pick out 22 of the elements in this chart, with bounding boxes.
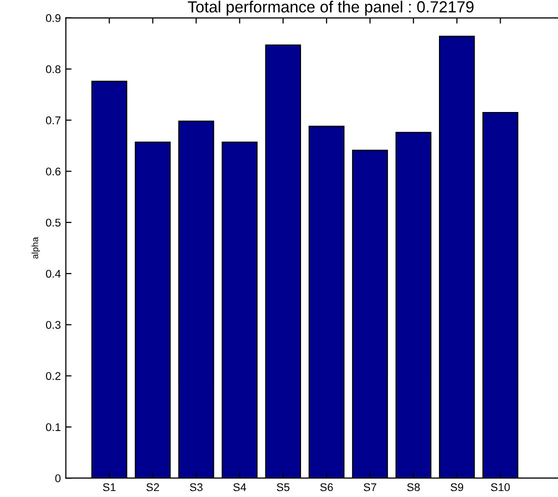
y-tick-label: 0.6 bbox=[46, 168, 60, 176]
x-tick-label: S7 bbox=[364, 483, 376, 492]
x-tick-label: S10 bbox=[490, 483, 510, 492]
y-tick-label: 0.4 bbox=[46, 270, 61, 278]
y-tick-label: 0 bbox=[55, 474, 61, 482]
x-tick-label: S6 bbox=[320, 483, 333, 492]
x-tick-label: S1 bbox=[103, 483, 116, 492]
y-tick-label: 0.3 bbox=[46, 320, 60, 329]
x-tick-label: S4 bbox=[233, 483, 246, 492]
y-tick-label: 0.9 bbox=[46, 14, 60, 22]
x-tick-label: S3 bbox=[190, 483, 203, 492]
y-axis-title: alpha bbox=[32, 236, 40, 259]
x-tick-label: S9 bbox=[450, 483, 464, 492]
y-tick-label: 0.5 bbox=[46, 218, 61, 227]
chart-title: Total performance of the panel : 0.72179 bbox=[188, 0, 474, 16]
y-tick-label: 0.8 bbox=[46, 65, 60, 74]
y-tick-label: 0.1 bbox=[46, 423, 60, 432]
y-tick-label: 0.7 bbox=[46, 116, 60, 124]
x-tick-label: S5 bbox=[276, 483, 290, 492]
y-tick-label: 0.2 bbox=[46, 372, 60, 380]
x-tick-label: S8 bbox=[407, 483, 420, 492]
x-tick-label: S2 bbox=[146, 483, 159, 492]
